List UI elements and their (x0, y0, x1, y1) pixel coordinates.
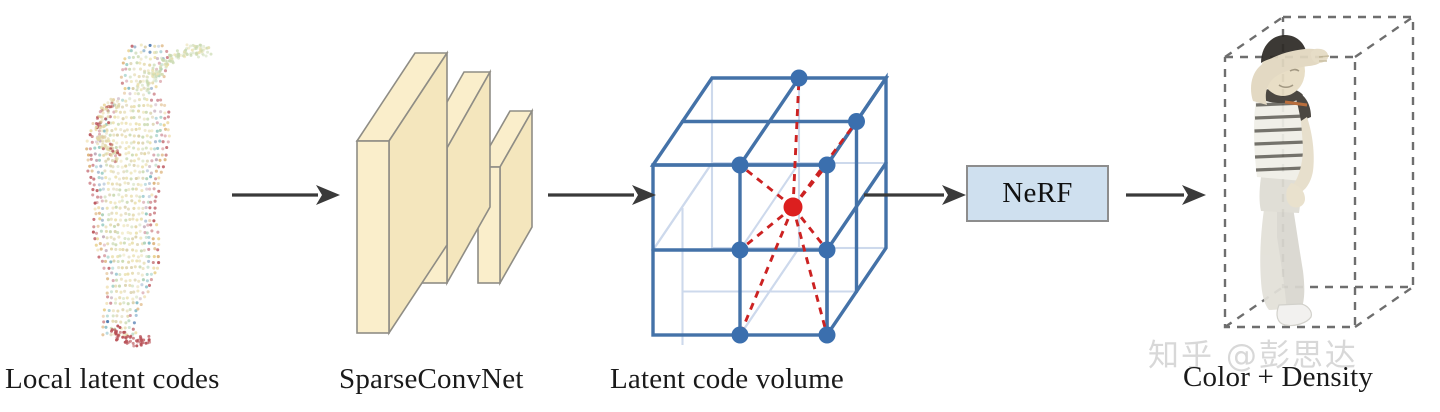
arrow-3 (862, 182, 968, 213)
caption-color-density: Color + Density (1183, 361, 1374, 393)
latent-code-volume-figure (630, 45, 905, 378)
caption-latent-code-volume: Latent code volume (610, 363, 844, 395)
voxel-cube-svg (649, 69, 890, 378)
query-point-dot (783, 197, 803, 217)
cube-corner-dots (731, 69, 865, 344)
sparseconvnet-figure (345, 45, 545, 350)
arrow-2 (546, 182, 658, 213)
zhihu-watermark: 知乎 @彭思达 (1148, 338, 1358, 374)
local-latent-codes-figure (55, 8, 265, 353)
nerf-module-box[interactable]: NeRF (966, 165, 1109, 222)
point-cloud-svg (85, 43, 213, 348)
arrow-1 (230, 182, 342, 213)
caption-local-latent-codes: Local latent codes (5, 363, 220, 395)
point-cloud-points (85, 43, 213, 348)
convnet-slabs-svg (355, 50, 534, 336)
rendered-person-svg (1223, 15, 1415, 329)
conv-slab-1 (355, 50, 449, 336)
color-density-figure (1195, 5, 1440, 345)
nerf-label: NeRF (1002, 177, 1073, 209)
caption-sparseconvnet: SparseConvNet (339, 363, 524, 395)
arrow-4 (1124, 182, 1208, 213)
rendered-person (1251, 35, 1330, 327)
dashed-bounding-box (1223, 15, 1415, 329)
